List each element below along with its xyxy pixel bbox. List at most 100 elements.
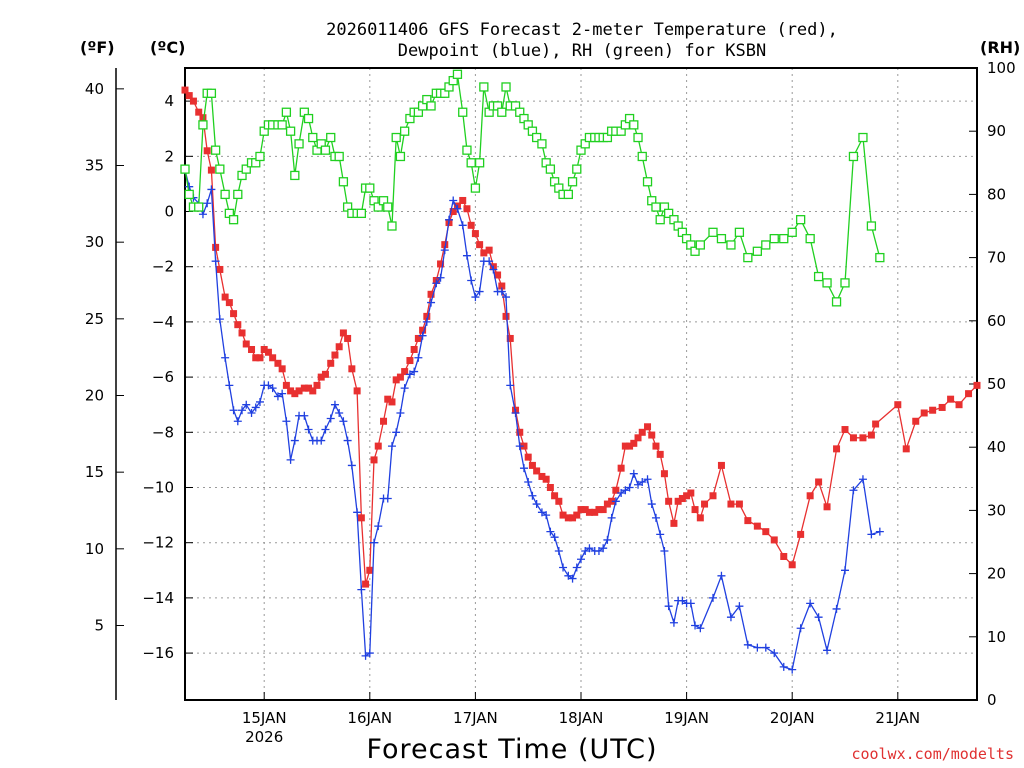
temperature-point <box>388 398 396 406</box>
dewpoint-point <box>273 392 282 401</box>
temperature-point <box>656 450 664 458</box>
celsius-tick-label: −2 <box>152 258 174 276</box>
dewpoint-point <box>726 613 735 622</box>
temperature-point <box>380 417 388 425</box>
temperature-point <box>419 326 427 334</box>
dewpoint-point <box>770 649 779 658</box>
temperature-point <box>683 492 691 500</box>
rh-point <box>545 164 556 174</box>
temperature-point <box>344 334 352 342</box>
temperature-point <box>912 417 920 425</box>
dewpoint-point <box>471 293 480 302</box>
temperature-point <box>221 293 229 301</box>
rh-point <box>531 132 542 143</box>
temperature-point <box>696 514 704 522</box>
temperature-point <box>291 390 299 398</box>
fahrenheit-tick-label: 30 <box>85 233 104 251</box>
dewpoint-point <box>634 480 643 489</box>
dewpoint-point <box>300 411 309 420</box>
temperature-point <box>406 357 414 365</box>
dewpoint-point <box>796 624 805 633</box>
dewpoint-point <box>779 662 788 671</box>
temperature-point <box>335 343 343 351</box>
gridlines <box>185 68 977 700</box>
axis-ticks: 420−2−4−6−8−10−12−14−1640353025201510510… <box>85 59 1016 746</box>
dewpoint-point <box>568 574 577 583</box>
dewpoint-point <box>485 257 494 266</box>
dewpoint-point <box>814 613 823 622</box>
dewpoint-point <box>611 497 620 506</box>
temperature-point <box>309 387 317 395</box>
dewpoint-point <box>607 513 616 522</box>
chart-title-line1: 2026011406 GFS Forecast 2-meter Temperat… <box>326 20 838 40</box>
temperature-point <box>833 445 841 453</box>
fahrenheit-tick-label: 15 <box>85 463 104 481</box>
temperature-point <box>788 561 796 569</box>
dewpoint-point <box>875 527 884 536</box>
temperature-point <box>269 354 277 362</box>
temperature-point <box>331 351 339 359</box>
dewpoint-point <box>353 508 362 517</box>
temperature-point <box>617 464 625 472</box>
temperature-point <box>185 92 193 100</box>
temperature-point <box>717 461 725 469</box>
date-tick-label: 21JAN <box>875 709 920 727</box>
temperature-point <box>423 312 431 320</box>
rh-point <box>241 164 251 174</box>
rh-point <box>875 252 885 263</box>
fahrenheit-tick-label: 35 <box>85 157 104 175</box>
rh-point <box>198 120 208 130</box>
temperature-point <box>727 500 735 508</box>
dewpoint-point <box>410 367 419 376</box>
temperature-point <box>327 359 335 367</box>
temperature-point <box>528 461 536 469</box>
rh-tick-label: 0 <box>987 691 997 709</box>
temperature-point <box>295 387 303 395</box>
rh-point <box>752 246 763 256</box>
dewpoint-point <box>806 599 815 608</box>
dewpoint-point <box>396 408 405 417</box>
temperature-point <box>701 500 709 508</box>
temperature-point <box>282 381 290 389</box>
rh-point <box>285 126 296 136</box>
rh-point <box>474 158 485 168</box>
dewpoint-point <box>761 643 770 652</box>
rh-tick-label: 30 <box>987 501 1006 519</box>
dewpoint-point <box>207 185 216 194</box>
dewpoint-point <box>753 643 762 652</box>
temperature-point <box>902 445 910 453</box>
rh-point <box>708 227 718 237</box>
temperature-point <box>841 426 849 434</box>
fahrenheit-tick-label: 25 <box>85 310 104 328</box>
chart-title-line2: Dewpoint (blue), RH (green) for KSBN <box>398 41 766 61</box>
celsius-tick-label: −6 <box>152 368 174 386</box>
rh-point <box>501 82 511 92</box>
dewpoint-point <box>458 221 467 230</box>
rh-point <box>206 88 217 98</box>
rh-point <box>233 189 243 200</box>
temperature-point <box>370 456 378 464</box>
temperature-point <box>551 492 559 500</box>
rh-point <box>642 177 653 187</box>
dewpoint-point <box>317 436 326 445</box>
dewpoint-point <box>660 546 669 555</box>
temperature-point <box>287 387 295 395</box>
rh-point <box>194 202 204 212</box>
temperature-point <box>274 359 282 367</box>
rh-point <box>866 221 877 231</box>
temperature-point <box>894 401 902 409</box>
dewpoint-point <box>229 406 238 415</box>
credit-link[interactable]: coolwx.com/modelts <box>851 745 1014 763</box>
temperature-point <box>569 514 577 522</box>
dewpoint-point <box>542 511 551 520</box>
dewpoint-point <box>185 182 194 191</box>
rh-tick-label: 60 <box>987 312 1006 330</box>
dewpoint-point <box>528 491 537 500</box>
rh-tick-label: 10 <box>987 628 1006 646</box>
dewpoint-point <box>221 353 230 362</box>
fahrenheit-tick-label: 20 <box>85 386 104 404</box>
dewpoint-point <box>696 624 705 633</box>
temperature-point <box>437 260 445 268</box>
dewpoint-point <box>290 436 299 445</box>
dewpoint-point <box>832 604 841 613</box>
